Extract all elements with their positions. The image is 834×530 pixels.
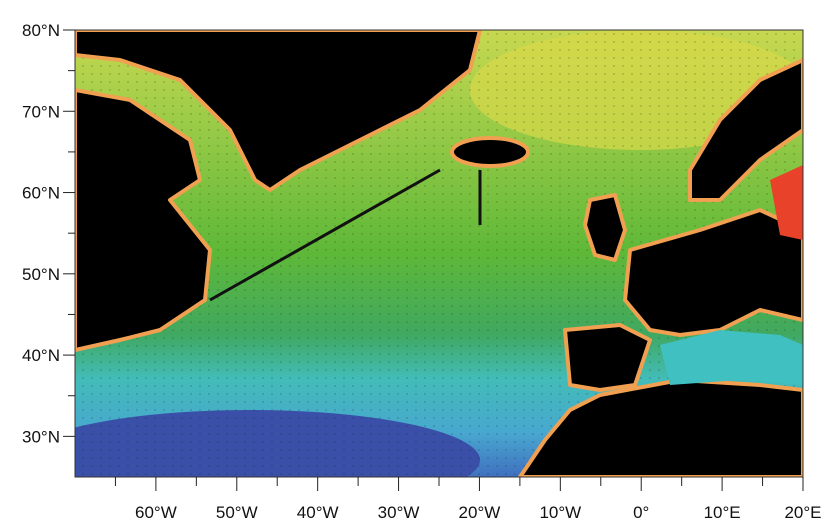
- iceland: [450, 136, 530, 168]
- mediterranean: [660, 330, 803, 385]
- lon-label: 30°W: [378, 503, 420, 522]
- europe: [623, 208, 803, 337]
- british-isles: [583, 193, 627, 262]
- lat-label: 30°N: [22, 427, 60, 446]
- map-area: [75, 30, 803, 477]
- axes: 60°W 50°W 40°W 30°W 20°W 10°W 0° 10°E 20°E 80°N 70…: [22, 21, 822, 522]
- lat-label: 80°N: [22, 21, 60, 40]
- greenland: [75, 30, 482, 192]
- lat-label: 50°N: [22, 265, 60, 284]
- iberia: [563, 323, 652, 392]
- lon-label: 20°E: [784, 503, 821, 522]
- lat-label: 70°N: [22, 102, 60, 121]
- land: [75, 30, 803, 477]
- lon-label: 0°: [633, 503, 649, 522]
- lon-label: 50°W: [216, 503, 258, 522]
- lon-label: 40°W: [297, 503, 339, 522]
- baltic-high: [770, 165, 803, 240]
- ship-track: [209, 168, 441, 302]
- scandinavia: [688, 58, 803, 202]
- lon-label: 20°W: [459, 503, 501, 522]
- north-america: [75, 88, 212, 352]
- lat-label: 60°N: [22, 184, 60, 203]
- lon-label: 10°E: [704, 503, 741, 522]
- lon-label: 60°W: [135, 503, 177, 522]
- lat-label: 40°N: [22, 346, 60, 365]
- lon-label: 10°W: [539, 503, 581, 522]
